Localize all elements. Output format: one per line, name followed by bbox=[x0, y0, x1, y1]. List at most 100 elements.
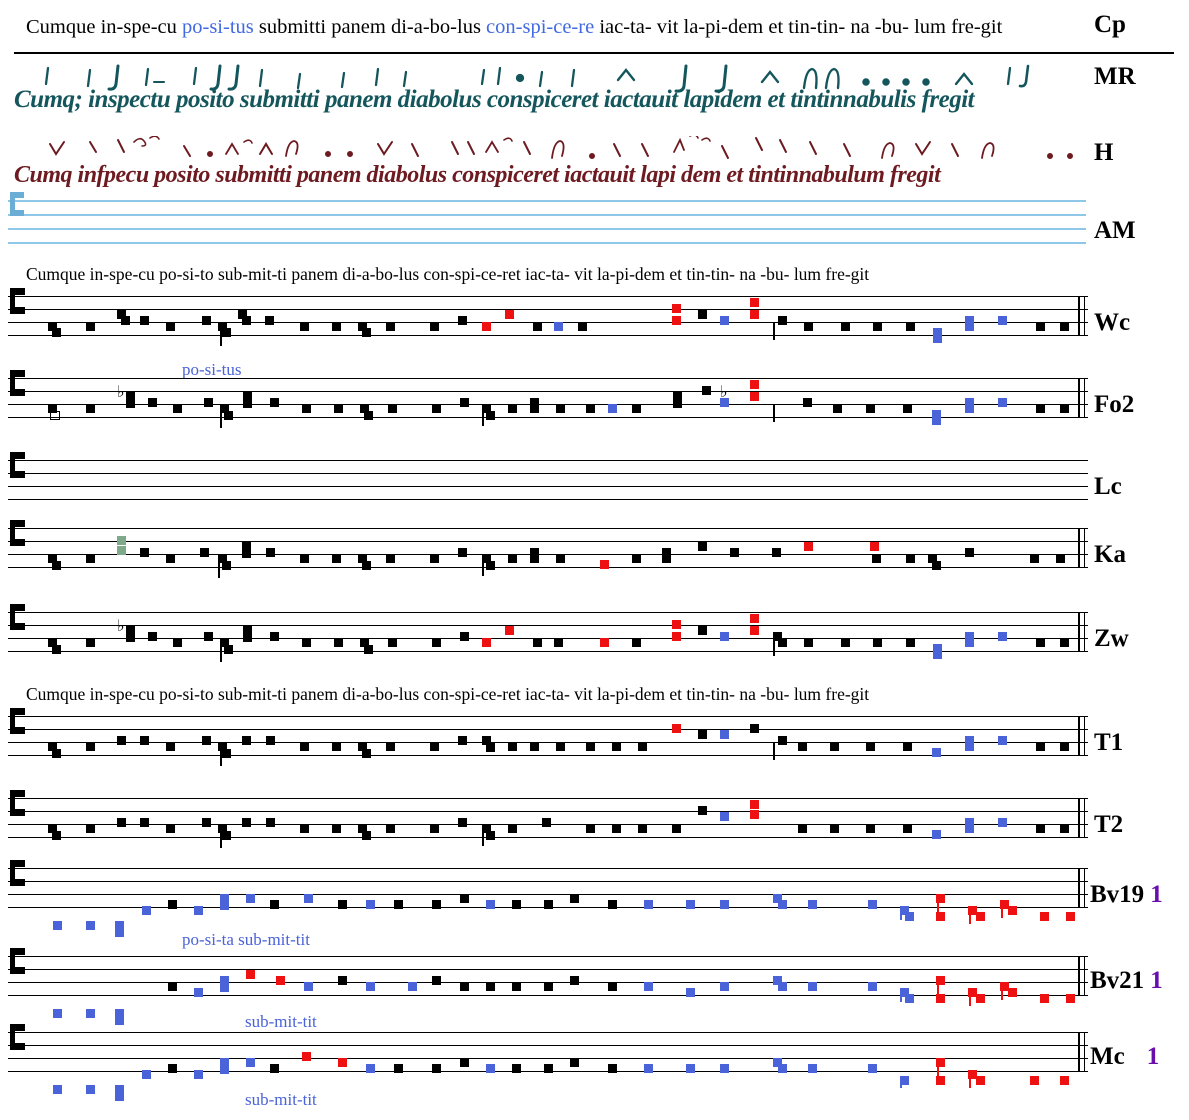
notehead bbox=[458, 548, 467, 557]
notehead bbox=[1040, 994, 1049, 1003]
notehead bbox=[460, 982, 469, 991]
notehead bbox=[148, 632, 157, 641]
siglum-lc: Lc bbox=[1094, 474, 1122, 499]
notehead bbox=[220, 638, 229, 647]
notehead bbox=[386, 824, 395, 833]
staff-line bbox=[8, 716, 1088, 718]
notehead bbox=[873, 322, 882, 331]
notehead bbox=[903, 404, 912, 413]
notehead bbox=[386, 554, 395, 563]
notehead bbox=[302, 638, 311, 647]
header-divider bbox=[14, 52, 1174, 54]
notehead bbox=[458, 316, 467, 325]
notehead bbox=[644, 982, 653, 991]
note-stem bbox=[220, 322, 222, 346]
notehead bbox=[505, 310, 514, 319]
notehead bbox=[608, 982, 617, 991]
notehead bbox=[222, 749, 231, 758]
staff-line bbox=[8, 460, 1088, 462]
notehead bbox=[166, 824, 175, 833]
staff-line bbox=[8, 200, 1086, 202]
notehead bbox=[48, 404, 57, 413]
notehead bbox=[432, 1064, 441, 1073]
notehead bbox=[140, 316, 149, 325]
notehead bbox=[702, 386, 711, 395]
staff-line bbox=[8, 969, 1088, 971]
note-stem bbox=[937, 978, 939, 998]
notehead bbox=[1030, 554, 1039, 563]
flat-accidental-icon: ♭ bbox=[117, 616, 125, 635]
siglum-mr: MR bbox=[1094, 64, 1136, 89]
notehead bbox=[932, 748, 941, 757]
staff-line bbox=[8, 868, 1088, 870]
notehead bbox=[1040, 912, 1049, 921]
notehead bbox=[276, 976, 285, 985]
staff-line bbox=[8, 554, 1088, 556]
notehead bbox=[173, 404, 182, 413]
notehead bbox=[202, 316, 211, 325]
notehead bbox=[905, 912, 914, 921]
notehead bbox=[52, 831, 61, 840]
notehead bbox=[672, 304, 681, 313]
notehead bbox=[512, 900, 521, 909]
notehead bbox=[720, 398, 729, 407]
notehead bbox=[965, 398, 974, 407]
siglum-zw: Zw bbox=[1094, 626, 1129, 651]
notehead bbox=[932, 830, 941, 839]
notehead bbox=[486, 982, 495, 991]
notehead bbox=[360, 638, 369, 647]
notehead bbox=[906, 322, 915, 331]
notehead bbox=[570, 894, 579, 903]
notehead bbox=[530, 548, 539, 557]
notehead bbox=[866, 742, 875, 751]
siglum-bv21-label: Bv21 bbox=[1090, 967, 1145, 994]
notehead bbox=[220, 894, 229, 903]
notehead bbox=[270, 1064, 279, 1073]
notehead bbox=[870, 542, 879, 551]
notehead bbox=[530, 404, 539, 413]
notehead bbox=[773, 894, 782, 903]
notehead bbox=[1036, 638, 1045, 647]
staff-t2 bbox=[8, 790, 1088, 848]
siglum-mc-number: 1 bbox=[1146, 1043, 1160, 1070]
notehead bbox=[672, 632, 681, 641]
notehead bbox=[720, 812, 729, 821]
note-stem bbox=[220, 638, 222, 662]
notehead bbox=[512, 1064, 521, 1073]
siglum-cp-label: Cp bbox=[1094, 11, 1126, 38]
staff-bv21 bbox=[8, 948, 1088, 1025]
notehead bbox=[533, 322, 542, 331]
notehead bbox=[998, 818, 1007, 827]
note-stem bbox=[773, 638, 775, 656]
siglum-bv19: Bv19 1 bbox=[1090, 882, 1163, 907]
notehead bbox=[115, 1016, 124, 1025]
notehead bbox=[48, 824, 57, 833]
notehead bbox=[86, 554, 95, 563]
notehead bbox=[486, 743, 495, 752]
notehead bbox=[798, 742, 807, 751]
notehead bbox=[204, 398, 213, 407]
notehead bbox=[458, 818, 467, 827]
notehead bbox=[408, 982, 417, 991]
notehead bbox=[508, 554, 517, 563]
barline bbox=[1084, 378, 1086, 418]
notehead bbox=[720, 1064, 729, 1073]
notehead bbox=[48, 742, 57, 751]
notehead bbox=[556, 554, 565, 563]
staff-line bbox=[8, 755, 1088, 757]
notehead bbox=[1060, 824, 1069, 833]
notehead bbox=[86, 742, 95, 751]
notehead bbox=[570, 1058, 579, 1067]
note-stem bbox=[218, 554, 220, 578]
notehead bbox=[965, 824, 974, 833]
c-clef-icon bbox=[10, 288, 27, 314]
notehead bbox=[304, 894, 313, 903]
notehead bbox=[1066, 912, 1075, 921]
notehead bbox=[300, 824, 309, 833]
notehead bbox=[778, 316, 787, 325]
staff-line bbox=[8, 309, 1088, 311]
notehead bbox=[242, 316, 251, 325]
notehead bbox=[358, 742, 367, 751]
c-clef-icon bbox=[10, 708, 27, 734]
notehead bbox=[1030, 1076, 1039, 1085]
